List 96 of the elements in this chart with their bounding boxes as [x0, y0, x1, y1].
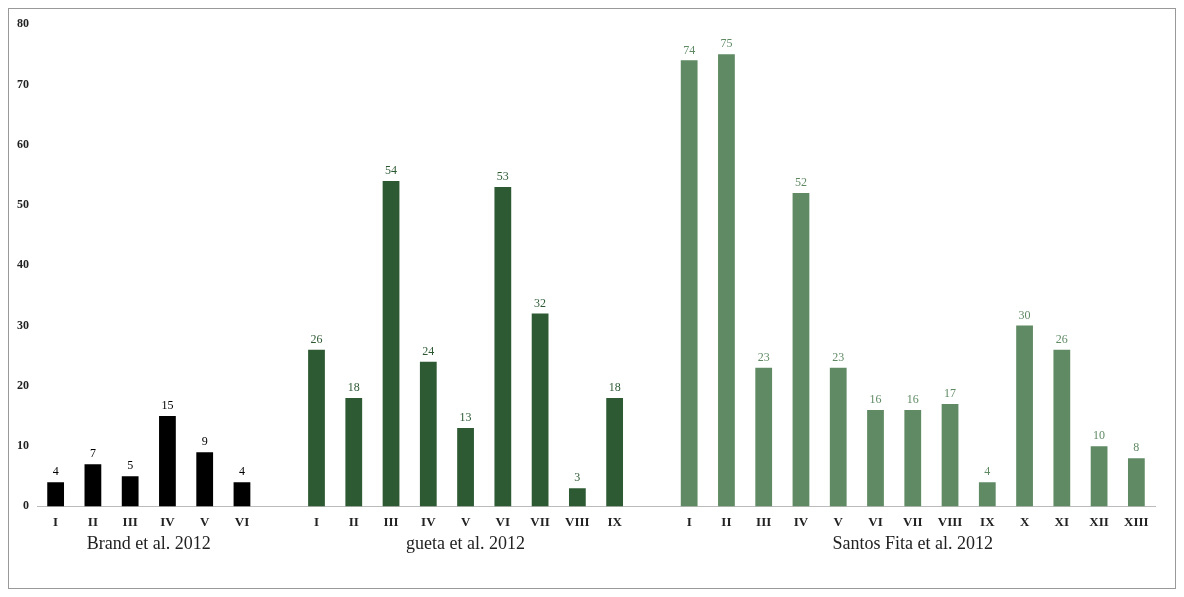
x-tick-label: V: [200, 513, 210, 529]
bar: [680, 60, 698, 507]
x-tick-label: III: [756, 513, 772, 529]
x-tick-label: I: [313, 513, 320, 529]
x-tick-label: III: [383, 513, 399, 529]
bar: [568, 488, 586, 507]
bar: [1016, 325, 1033, 507]
x-tick-label: II: [348, 513, 359, 529]
bar: [1053, 349, 1071, 507]
x-tick-label: VI: [495, 513, 511, 529]
data-label: 4: [52, 464, 59, 479]
data-label: 26: [310, 331, 323, 346]
x-tick-label: I: [53, 513, 59, 529]
bar: [941, 403, 959, 507]
y-tick-label: 0: [23, 498, 29, 513]
data-label: 17: [944, 386, 957, 401]
x-tick-label: V: [460, 513, 471, 529]
bar: [531, 313, 549, 507]
x-tick-label: XIII: [1124, 513, 1149, 529]
data-label: 13: [459, 410, 472, 425]
y-tick-label: 70: [17, 76, 29, 91]
x-tick-label: II: [87, 513, 98, 529]
y-tick-label: 50: [17, 197, 29, 212]
series-label: gueta et al. 2012: [406, 533, 526, 554]
data-label: 7: [89, 446, 96, 461]
bar: [196, 452, 214, 507]
data-label: 23: [832, 349, 845, 364]
bar: [1127, 458, 1145, 507]
x-tick-label: VI: [868, 513, 883, 529]
bar: [978, 482, 996, 507]
y-tick-label: 60: [17, 136, 29, 151]
bar: [867, 409, 884, 507]
x-tick-label: VII: [530, 513, 550, 529]
x-tick-label: IX: [607, 513, 623, 529]
bar: [606, 397, 624, 507]
series-label: Santos Fita et al. 2012: [832, 533, 994, 554]
bar: [159, 415, 176, 507]
data-label: 54: [385, 163, 398, 178]
bar: [718, 54, 735, 507]
data-label: 4: [984, 464, 991, 479]
bar: [419, 361, 437, 507]
bar: [904, 409, 922, 507]
data-label: 74: [683, 42, 696, 57]
bar: [345, 397, 363, 507]
x-tick-label: I: [686, 513, 692, 529]
y-tick-label: 40: [17, 257, 29, 272]
data-label: 5: [127, 458, 134, 473]
data-label: 23: [757, 349, 770, 364]
bar: [382, 180, 400, 507]
x-tick-label: VI: [234, 513, 250, 529]
x-tick-label: VIII: [937, 513, 963, 529]
y-tick-label: 10: [17, 438, 29, 453]
y-tick-label: 20: [17, 377, 29, 392]
bar: [1090, 446, 1108, 507]
series-label: Brand et al. 2012: [86, 533, 211, 554]
x-tick-label: XII: [1089, 513, 1109, 529]
data-label: 9: [201, 434, 208, 449]
bar: [308, 349, 325, 507]
data-label: 18: [608, 380, 621, 395]
bar: [457, 428, 474, 507]
y-tick-label: 80: [17, 16, 29, 31]
data-label: 26: [1055, 331, 1068, 346]
bar: [494, 186, 512, 507]
data-label: 24: [422, 343, 435, 358]
x-tick-label: II: [721, 513, 732, 529]
x-tick-label: X: [1019, 513, 1030, 529]
data-label: 53: [496, 169, 509, 184]
x-tick-label: VIII: [565, 513, 590, 529]
x-tick-label: IV: [160, 513, 176, 529]
data-label: 16: [906, 392, 919, 407]
y-tick-label: 30: [17, 317, 29, 332]
bar: [121, 476, 139, 507]
bar: [829, 367, 847, 507]
bar: [755, 367, 773, 507]
data-label: 10: [1093, 428, 1106, 443]
x-tick-label: IV: [793, 513, 809, 529]
bar: [792, 192, 810, 507]
data-label: 30: [1018, 307, 1031, 322]
data-label: 32: [534, 295, 547, 310]
data-label: 52: [794, 175, 807, 190]
x-tick-label: III: [122, 513, 138, 529]
data-label: 75: [720, 36, 733, 51]
data-label: 18: [347, 380, 360, 395]
x-tick-label: XI: [1054, 513, 1070, 529]
bar: [47, 482, 65, 507]
x-tick-label: IV: [421, 513, 437, 529]
data-label: 3: [574, 470, 581, 485]
data-label: 4: [238, 464, 245, 479]
bar: [233, 482, 251, 507]
bar: [84, 464, 102, 507]
x-tick-label: VII: [903, 513, 923, 529]
x-tick-label: V: [833, 513, 844, 529]
x-tick-label: IX: [980, 513, 996, 529]
data-label: 15: [161, 398, 174, 413]
data-label: 16: [869, 392, 882, 407]
data-label: 8: [1133, 440, 1140, 455]
